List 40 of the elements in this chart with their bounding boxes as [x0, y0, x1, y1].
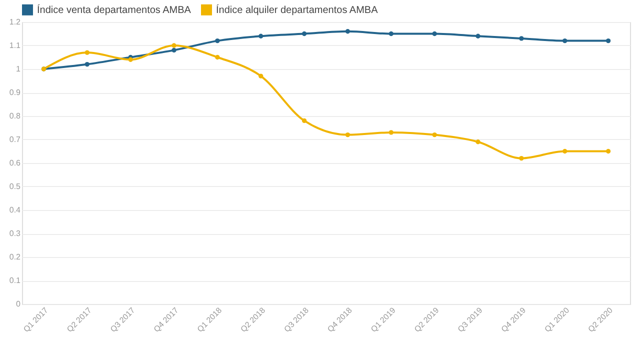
- point: [476, 140, 480, 144]
- point: [172, 48, 176, 53]
- point: [215, 38, 220, 44]
- point: [345, 29, 350, 34]
- point: [519, 156, 524, 161]
- y-tick-label: 1: [16, 64, 22, 74]
- y-tick-label: 0.4: [9, 206, 22, 214]
- point: [258, 74, 264, 78]
- legend-label: Índice alquiler departamentos AMBA: [216, 4, 378, 16]
- point: [562, 38, 568, 44]
- point: [84, 62, 90, 67]
- y-tick-label: 0.9: [9, 88, 22, 97]
- y-tick-label: 0.7: [9, 135, 22, 144]
- y-tick-label: 0.2: [9, 252, 22, 262]
- point: [606, 148, 611, 154]
- point: [84, 50, 90, 55]
- point: [215, 54, 220, 60]
- y-tick-label: 0.5: [9, 182, 22, 191]
- point: [562, 148, 568, 154]
- y-tick-label: 0.8: [9, 112, 22, 120]
- point: [172, 43, 176, 48]
- y-tick-label: 1.1: [9, 41, 22, 50]
- point: [388, 31, 394, 36]
- y-tick-label: 0.3: [9, 229, 22, 238]
- y-tick-label: 1.2: [9, 18, 22, 26]
- point: [519, 36, 524, 41]
- point: [345, 132, 350, 138]
- y-tick-label: 0: [16, 300, 22, 308]
- y-tick-label: 0.6: [9, 158, 22, 168]
- point: [302, 31, 307, 36]
- point: [128, 57, 133, 62]
- point: [606, 38, 611, 44]
- point: [476, 34, 480, 38]
- point: [432, 132, 437, 138]
- point: [258, 34, 264, 38]
- y-tick-label: 0.1: [9, 276, 22, 285]
- point: [432, 31, 437, 36]
- legend-label: Índice venta departamentos AMBA: [37, 4, 192, 16]
- point: [302, 118, 307, 124]
- point: [388, 130, 394, 135]
